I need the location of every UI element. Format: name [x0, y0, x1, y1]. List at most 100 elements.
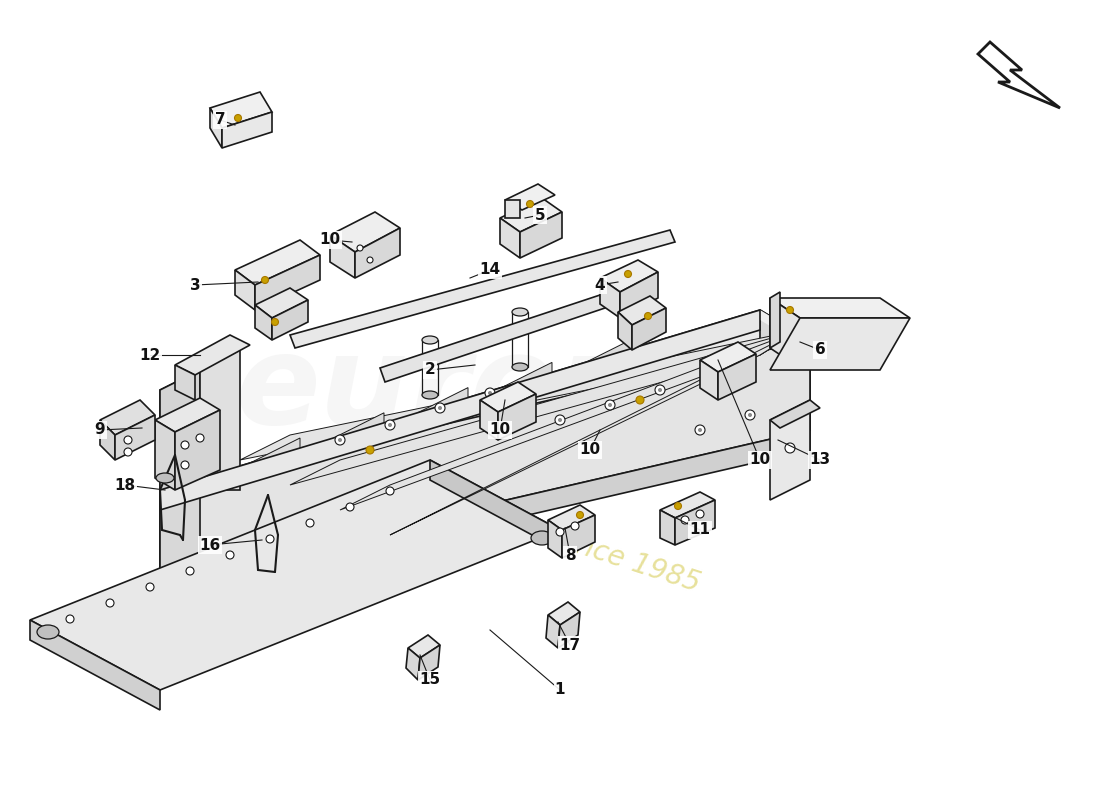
Polygon shape — [255, 288, 308, 318]
Circle shape — [556, 528, 564, 536]
Polygon shape — [600, 260, 658, 292]
Circle shape — [658, 388, 662, 392]
Polygon shape — [520, 212, 562, 258]
Polygon shape — [379, 295, 605, 382]
Circle shape — [556, 415, 565, 425]
Text: 5: 5 — [535, 207, 546, 222]
Circle shape — [558, 418, 562, 422]
Polygon shape — [100, 420, 116, 460]
Polygon shape — [620, 272, 658, 318]
Polygon shape — [200, 350, 240, 490]
Text: 17: 17 — [560, 638, 581, 653]
Polygon shape — [632, 308, 666, 350]
Text: a passion for parts since 1985: a passion for parts since 1985 — [296, 442, 704, 598]
Polygon shape — [240, 330, 800, 460]
Polygon shape — [155, 420, 175, 490]
Circle shape — [386, 487, 394, 495]
Text: 1: 1 — [554, 682, 565, 698]
Polygon shape — [272, 300, 308, 340]
Polygon shape — [175, 365, 195, 400]
Text: 6: 6 — [815, 342, 825, 358]
Polygon shape — [340, 330, 800, 510]
Circle shape — [336, 435, 345, 445]
Text: 13: 13 — [810, 453, 830, 467]
Polygon shape — [548, 602, 580, 625]
Circle shape — [388, 423, 392, 427]
Circle shape — [681, 516, 689, 524]
Text: 18: 18 — [114, 478, 135, 493]
Circle shape — [636, 396, 644, 404]
Circle shape — [124, 436, 132, 444]
Polygon shape — [978, 42, 1060, 108]
Text: 10: 10 — [319, 233, 341, 247]
Circle shape — [527, 201, 534, 207]
Polygon shape — [290, 230, 675, 348]
Circle shape — [346, 503, 354, 511]
Polygon shape — [408, 635, 440, 658]
Ellipse shape — [422, 336, 438, 344]
Polygon shape — [770, 298, 800, 368]
Circle shape — [338, 438, 342, 442]
Polygon shape — [498, 394, 536, 440]
Polygon shape — [116, 415, 155, 460]
Text: 14: 14 — [480, 262, 501, 278]
Polygon shape — [100, 400, 155, 435]
Ellipse shape — [422, 391, 438, 399]
Polygon shape — [660, 510, 675, 545]
Polygon shape — [502, 362, 552, 402]
Text: 7: 7 — [214, 113, 225, 127]
Polygon shape — [505, 184, 556, 210]
Polygon shape — [255, 255, 320, 310]
Text: 4: 4 — [595, 278, 605, 293]
Polygon shape — [390, 330, 800, 535]
Text: 9: 9 — [95, 422, 106, 438]
Circle shape — [745, 410, 755, 420]
Polygon shape — [430, 460, 560, 550]
Polygon shape — [700, 360, 718, 400]
Polygon shape — [770, 318, 910, 370]
Polygon shape — [355, 228, 400, 278]
Polygon shape — [330, 235, 355, 278]
Polygon shape — [770, 292, 780, 348]
Polygon shape — [600, 278, 620, 318]
Polygon shape — [210, 108, 222, 148]
Polygon shape — [334, 413, 384, 453]
Circle shape — [272, 318, 278, 326]
Text: 3: 3 — [189, 278, 200, 293]
Circle shape — [196, 434, 204, 442]
Polygon shape — [406, 648, 420, 680]
Circle shape — [385, 420, 395, 430]
Text: 15: 15 — [419, 673, 441, 687]
Text: 10: 10 — [490, 422, 510, 438]
Circle shape — [434, 403, 446, 413]
Circle shape — [645, 313, 651, 319]
Text: 8: 8 — [564, 547, 575, 562]
Circle shape — [146, 583, 154, 591]
Polygon shape — [480, 382, 536, 412]
Polygon shape — [255, 305, 272, 340]
Text: 10: 10 — [749, 453, 771, 467]
Text: 11: 11 — [690, 522, 711, 538]
Circle shape — [571, 522, 579, 530]
Ellipse shape — [531, 531, 553, 545]
Polygon shape — [160, 430, 810, 600]
Ellipse shape — [37, 625, 59, 639]
Polygon shape — [675, 500, 715, 545]
Polygon shape — [700, 342, 756, 372]
Polygon shape — [160, 310, 810, 500]
Circle shape — [366, 446, 374, 454]
Polygon shape — [558, 612, 580, 648]
Circle shape — [605, 400, 615, 410]
Circle shape — [608, 403, 612, 407]
Circle shape — [106, 599, 114, 607]
Circle shape — [266, 535, 274, 543]
Circle shape — [226, 551, 234, 559]
Circle shape — [367, 257, 373, 263]
Polygon shape — [548, 505, 595, 530]
Polygon shape — [235, 270, 255, 310]
Circle shape — [698, 428, 702, 432]
Circle shape — [306, 519, 313, 527]
Polygon shape — [718, 354, 756, 400]
Polygon shape — [155, 398, 220, 432]
Circle shape — [66, 615, 74, 623]
